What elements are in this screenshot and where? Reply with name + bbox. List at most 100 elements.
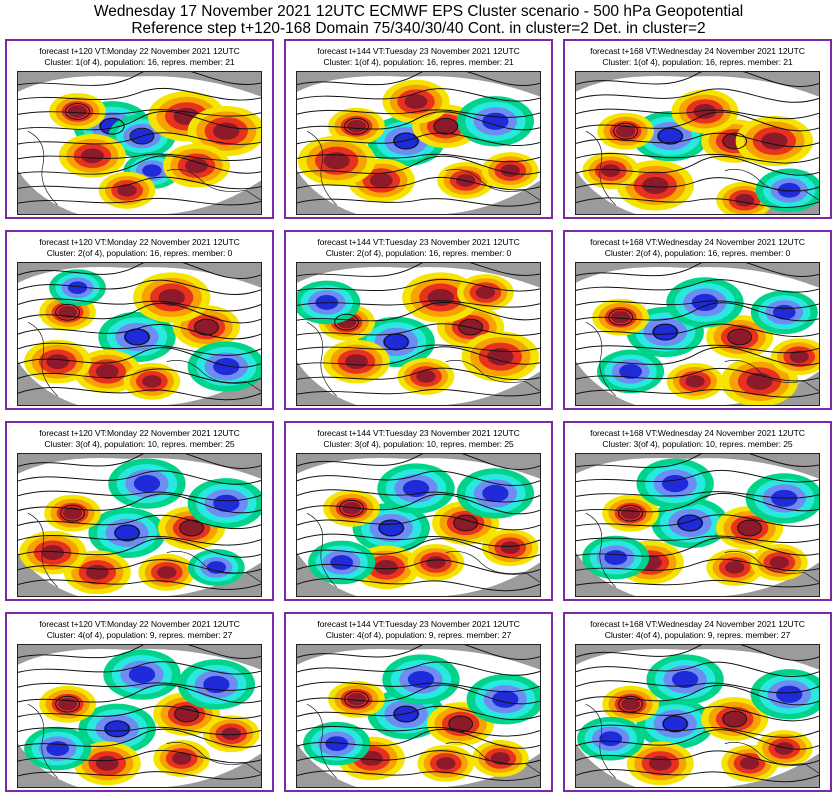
geopotential-contour	[576, 389, 819, 398]
geopotential-contour	[18, 726, 261, 736]
closed-contour	[618, 695, 643, 713]
map-canvas	[576, 263, 819, 405]
panel-caption-cluster: Cluster: 1(of 4), population: 16, repres…	[602, 57, 793, 67]
coastline	[27, 512, 58, 588]
negative-anomaly	[599, 731, 623, 747]
geopotential-contour	[297, 388, 540, 397]
closed-contour	[339, 499, 364, 517]
geopotential-contour	[576, 684, 819, 706]
geopotential-contour	[297, 533, 540, 547]
positive-anomaly	[642, 176, 669, 194]
negative-anomaly	[325, 736, 349, 752]
positive-anomaly	[346, 692, 367, 706]
positive-anomaly	[769, 556, 789, 569]
geopotential-contour	[576, 88, 819, 103]
map-canvas	[18, 72, 261, 214]
positive-anomaly	[427, 288, 454, 307]
panel-r1-c3: forecast t+168 VT:Wednesday 24 November …	[563, 39, 832, 219]
geopotential-contour	[297, 177, 540, 191]
coastline	[166, 169, 261, 201]
geopotential-contour	[576, 156, 819, 176]
geopotential-contour	[576, 491, 819, 499]
negative-anomaly	[67, 281, 88, 294]
geopotential-contour	[297, 72, 540, 86]
geopotential-contour	[297, 155, 540, 175]
positive-anomaly	[341, 501, 362, 515]
negative-anomaly	[383, 333, 410, 351]
geopotential-contour	[576, 680, 819, 694]
panel-caption-forecast: forecast t+168 VT:Wednesday 24 November …	[590, 428, 805, 438]
geopotential-contour	[576, 705, 819, 722]
positive-anomaly	[426, 556, 446, 569]
geopotential-contour	[18, 682, 261, 691]
positive-anomaly	[500, 164, 520, 177]
panel-caption-forecast: forecast t+144 VT:Tuesday 23 November 20…	[317, 46, 520, 56]
coastline	[724, 551, 819, 583]
coastline	[27, 703, 58, 779]
panel-caption-forecast: forecast t+168 VT:Wednesday 24 November …	[590, 237, 805, 247]
positive-anomaly	[620, 697, 641, 711]
panel-r3-c3: forecast t+168 VT:Wednesday 24 November …	[563, 421, 832, 601]
closed-contour	[55, 695, 80, 713]
closed-contour	[727, 328, 753, 346]
positive-anomaly	[221, 727, 241, 741]
positive-anomaly	[117, 184, 137, 197]
positive-anomaly	[789, 350, 809, 363]
geopotential-contour	[18, 490, 261, 502]
negative-anomaly	[776, 685, 803, 703]
geopotential-contour	[297, 111, 540, 131]
geopotential-contour	[18, 728, 261, 748]
panel-r4-c2: forecast t+144 VT:Tuesday 23 November 20…	[284, 612, 553, 792]
geopotential-contour	[297, 725, 540, 737]
panel-caption-cluster: Cluster: 4(of 4), population: 9, repres.…	[46, 630, 233, 640]
coastline	[166, 360, 261, 392]
panel-caption-forecast: forecast t+120 VT:Monday 22 November 202…	[39, 619, 240, 629]
geopotential-map	[17, 262, 262, 406]
closed-contour	[99, 117, 125, 135]
coastline	[585, 130, 616, 206]
positive-anomaly	[685, 375, 705, 388]
positive-anomaly	[487, 348, 514, 366]
coastline	[166, 742, 261, 774]
positive-anomaly	[346, 119, 367, 133]
geopotential-map	[575, 262, 820, 406]
geopotential-map	[17, 453, 262, 597]
geopotential-contour	[18, 579, 261, 590]
positive-anomaly	[369, 173, 393, 188]
positive-anomaly	[157, 566, 177, 579]
positive-anomaly	[615, 124, 636, 138]
geopotential-contour	[18, 110, 261, 131]
negative-anomaly	[671, 670, 699, 689]
geopotential-contour	[576, 661, 819, 677]
geopotential-contour	[576, 724, 819, 738]
negative-anomaly	[113, 524, 141, 542]
geopotential-contour	[18, 534, 261, 546]
panel-r2-c2: forecast t+144 VT:Tuesday 23 November 20…	[284, 230, 553, 410]
geopotential-contour	[297, 750, 540, 765]
closed-contour	[613, 122, 638, 140]
panel-caption-cluster: Cluster: 4(of 4), population: 9, repres.…	[604, 630, 791, 640]
geopotential-contour	[18, 538, 261, 558]
negative-anomaly	[676, 514, 704, 532]
geopotential-contour	[297, 278, 540, 292]
negative-anomaly	[482, 484, 509, 502]
negative-anomaly	[777, 182, 801, 198]
geopotential-contour	[297, 301, 540, 322]
geopotential-contour	[18, 109, 261, 117]
map-canvas	[576, 72, 819, 214]
closed-contour	[393, 132, 419, 150]
geopotential-contour	[576, 454, 819, 468]
positive-anomaly	[601, 164, 621, 177]
positive-anomaly	[323, 152, 350, 170]
chart-subtitle: Reference step t+120-168 Domain 75/340/3…	[131, 20, 706, 37]
geopotential-contour	[297, 454, 540, 470]
closed-contour	[433, 117, 459, 135]
positive-anomaly	[195, 319, 218, 335]
geopotential-contour	[297, 109, 540, 118]
panel-r2-c3: forecast t+168 VT:Wednesday 24 November …	[563, 230, 832, 410]
positive-anomaly	[180, 520, 203, 536]
closed-contour	[114, 524, 140, 542]
closed-contour	[334, 313, 359, 331]
positive-anomaly	[723, 711, 747, 727]
coastline	[306, 512, 337, 588]
